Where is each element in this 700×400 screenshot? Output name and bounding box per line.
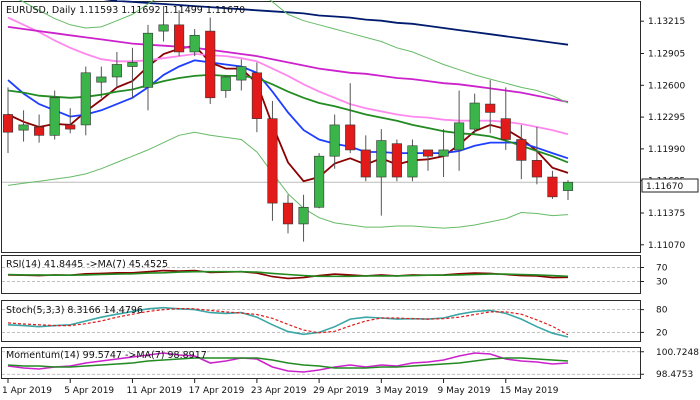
x-tick-label-0: 1 Apr 2019	[2, 386, 52, 396]
momentum-panel-frame	[1, 347, 641, 379]
rsi-title: RSI(14) 41.8445 ->MA(7) 45.4525	[6, 259, 168, 270]
stoch-layer: 80 20	[2, 306, 668, 338]
candle-body-5	[80, 72, 91, 126]
candle-body-9	[142, 32, 154, 88]
candle-body-10	[158, 24, 169, 32]
momentum-series-line-1	[7, 357, 569, 369]
y-tick-label-0: 1.13215	[648, 17, 685, 27]
x-tick-label-5: 29 Apr 2019	[313, 386, 369, 396]
x-tick-label-6: 3 May 2019	[375, 386, 428, 396]
overlay-line-7	[7, 131, 569, 229]
rsi-tick-label-0: 70	[656, 264, 668, 274]
rsi-tick-label-1: 30	[656, 278, 668, 288]
overlay-line-5	[103, 0, 569, 46]
stoch-panel-frame	[1, 300, 641, 342]
candle-body-35	[547, 176, 558, 198]
x-tick-label-2: 11 Apr 2019	[126, 386, 182, 396]
candle-body-24	[376, 140, 387, 178]
candle-body-26	[407, 145, 418, 178]
candle-body-0	[2, 114, 14, 133]
candle-body-33	[516, 139, 527, 161]
candle-body-17	[267, 118, 278, 204]
candle-body-4	[65, 124, 76, 130]
candle-body-12	[189, 34, 200, 53]
x-tick-label-4: 23 Apr 2019	[251, 386, 307, 396]
candle-body-32	[500, 118, 511, 140]
candle-body-28	[438, 149, 449, 157]
y-tick-label-2: 1.12600	[648, 81, 685, 91]
overlay-line-1	[7, 59, 569, 160]
rsi-series-line-0	[7, 269, 569, 280]
y-tick-label-7: 1.11070	[648, 241, 685, 251]
momentum-title: Momentum(14) 99.5747 ->MA(7) 98.8917	[6, 350, 207, 361]
candle-body-6	[96, 76, 107, 83]
candle-body-29	[454, 122, 465, 151]
candle-body-22	[345, 124, 356, 151]
candle-body-2	[34, 126, 45, 136]
candle-body-1	[18, 124, 29, 131]
last-price-label: 1.11670	[646, 182, 683, 192]
candle-body-34	[531, 160, 542, 178]
momentum-layer: 100.7248 98.4753	[2, 348, 699, 380]
candle-body-16	[251, 72, 262, 119]
stoch-series-line-0	[7, 306, 569, 338]
candle-body-13	[205, 30, 216, 99]
x-tick-label-7: 9 May 2019	[438, 386, 491, 396]
candle-body-11	[174, 24, 185, 53]
candle-body-19	[298, 206, 309, 225]
candle-body-18	[282, 202, 294, 225]
candle-body-21	[329, 124, 340, 157]
rsi-series-line-1	[7, 270, 569, 278]
candle-body-14	[220, 76, 231, 91]
x-tick-label-3: 17 Apr 2019	[189, 386, 245, 396]
candle-body-31	[485, 103, 496, 113]
candle-body-3	[49, 97, 60, 136]
momentum-tick-label-1: 98.4753	[656, 370, 693, 380]
stoch-title: Stoch(5,3,3) 8.3166 14.4796	[6, 305, 143, 316]
momentum-tick-label-0: 100.7248	[656, 348, 699, 358]
x-tick-label-8: 15 May 2019	[500, 386, 559, 396]
main-layer	[2, 0, 640, 242]
candle-body-15	[236, 66, 247, 81]
candle-body-20	[314, 155, 325, 208]
last-price-box	[641, 178, 699, 193]
x-tick-label-1: 5 Apr 2019	[64, 386, 114, 396]
y-tick-label-3: 1.12295	[648, 113, 685, 123]
candle-body-7	[111, 64, 122, 78]
candle-body-25	[391, 143, 402, 178]
candle-body-8	[127, 62, 138, 67]
stoch-tick-label-0: 80	[656, 306, 668, 316]
candle-body-36	[562, 181, 574, 191]
y-tick-label-4: 1.11990	[648, 145, 685, 155]
main-chart-title: EURUSD, Daily 1.11593 1.11692 1.11499 1.…	[6, 5, 245, 16]
y-tick-label-1: 1.12905	[648, 50, 685, 60]
candle-body-23	[360, 149, 371, 178]
candle-body-30	[469, 102, 480, 130]
overlay-line-4	[7, 26, 569, 103]
stoch-tick-label-1: 20	[656, 328, 668, 338]
overlay-line-6	[18, 0, 569, 104]
candle-body-27	[422, 149, 434, 157]
momentum-series-line-0	[7, 352, 569, 373]
y-tick-label-6: 1.11375	[648, 209, 685, 219]
